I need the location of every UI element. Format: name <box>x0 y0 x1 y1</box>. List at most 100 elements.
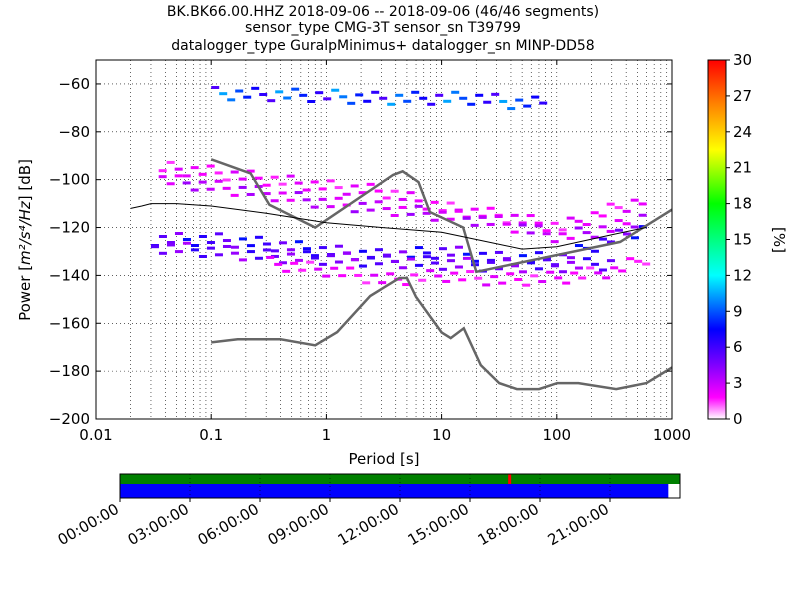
psd-bin <box>558 232 567 236</box>
psd-bin <box>398 250 407 254</box>
psd-bin <box>382 207 391 211</box>
psd-bin <box>398 205 407 209</box>
noise-model-line <box>211 276 672 391</box>
psd-bin <box>558 270 567 274</box>
psd-bin <box>246 169 255 173</box>
psd-bin <box>582 223 591 227</box>
psd-cluster <box>211 86 548 111</box>
psd-bin <box>538 280 547 284</box>
psd-bin <box>326 205 335 209</box>
psd-bin <box>330 266 339 270</box>
chart-title-line-1: BK.BK66.00.HHZ 2018-09-06 -- 2018-09-06 … <box>167 4 599 20</box>
psd-bin <box>638 202 647 206</box>
psd-bin <box>190 166 199 170</box>
psd-bin <box>254 176 263 180</box>
psd-bin <box>430 200 439 204</box>
psd-bin <box>366 182 375 186</box>
psd-bin <box>566 216 575 220</box>
psd-bin <box>182 241 191 245</box>
y-tick-label: −100 <box>49 171 90 189</box>
y-axis-label: Power [m²/s⁴/Hz] [dB] <box>16 159 34 321</box>
psd-bin <box>491 92 500 96</box>
x-tick-label: 1000 <box>653 426 691 444</box>
psd-bin <box>451 90 460 94</box>
psd-bin <box>475 93 484 97</box>
psd-bin <box>446 201 455 205</box>
psd-bin <box>358 264 367 268</box>
psd-bin <box>467 102 476 106</box>
psd-bin <box>294 181 303 185</box>
psd-bin <box>299 93 308 97</box>
psd-bin <box>402 283 411 287</box>
psd-bin <box>526 261 535 265</box>
psd-bin <box>398 197 407 201</box>
psd-bin <box>406 255 415 259</box>
psd-bin <box>358 191 367 195</box>
psd-bin <box>446 253 455 257</box>
psd-bin <box>286 198 295 202</box>
psd-bin <box>494 250 503 254</box>
psd-bin <box>403 99 412 103</box>
timeline-tick-label: 09:00:00 <box>265 500 332 549</box>
psd-bin <box>374 200 383 204</box>
psd-bin <box>211 86 220 90</box>
psd-bin <box>590 249 599 253</box>
psd-bin <box>414 204 423 208</box>
psd-bin <box>246 244 255 248</box>
colorbar-gradient <box>707 59 727 420</box>
psd-bin <box>406 257 415 261</box>
psd-bin <box>518 254 527 258</box>
psd-bin <box>454 209 463 213</box>
psd-bin <box>230 245 239 249</box>
x-axis-label: Period [s] <box>348 450 419 468</box>
psd-bin <box>494 215 503 219</box>
psd-bin <box>422 251 431 255</box>
psd-bin <box>318 246 327 250</box>
psd-bin <box>598 268 607 272</box>
psd-bin <box>634 259 643 263</box>
timeline-axis: 00:00:00 03:00:00 06:00:00 09:00:00 12:00:00… <box>55 498 612 549</box>
psd-bin <box>550 264 559 268</box>
psd-bin <box>275 90 284 94</box>
psd-bin <box>358 249 367 253</box>
psd-bin <box>482 283 491 287</box>
psd-bin <box>214 232 223 236</box>
colorbar-tick-label: 12 <box>733 266 752 284</box>
psd-bin <box>262 248 271 252</box>
psd-bin <box>291 87 300 91</box>
psd-bin <box>470 223 479 227</box>
psd-bin <box>434 274 443 278</box>
psd-bin <box>166 182 175 186</box>
psd-bin <box>246 192 255 196</box>
psd-bin <box>542 229 551 233</box>
colorbar-ticks: 0 3 6 9 12 15 18 21 24 27 30 <box>726 51 752 428</box>
psd-bin <box>350 184 359 188</box>
psd-bin <box>499 99 508 103</box>
psd-bin <box>278 182 287 186</box>
colorbar-tick-label: 27 <box>733 87 752 105</box>
psd-bin <box>230 170 239 174</box>
psd-bin <box>362 281 371 285</box>
psd-bin <box>462 256 471 260</box>
psd-bin <box>438 210 447 214</box>
psd-bin <box>310 180 319 184</box>
psd-bin <box>366 208 375 212</box>
y-tick-label: −120 <box>49 219 90 237</box>
x-axis: 0.01 0.1 1 10 100 1000 <box>79 60 691 444</box>
psd-bin <box>510 213 519 217</box>
psd-bin <box>270 175 279 179</box>
gap-marker <box>508 474 512 484</box>
psd-bin <box>254 235 263 239</box>
psd-bin <box>518 223 527 227</box>
y-tick-label: −140 <box>49 266 90 284</box>
psd-bin <box>274 262 283 266</box>
psd-bin <box>486 258 495 262</box>
psd-bin <box>426 269 435 273</box>
psd-bin <box>626 257 635 261</box>
psd-bin <box>198 235 207 238</box>
x-tick-label: 1 <box>322 426 332 444</box>
timeline-tick-label: 03:00:00 <box>125 500 192 549</box>
psd-bin <box>539 101 548 105</box>
psd-bin <box>254 256 263 260</box>
psd-bin <box>534 221 543 225</box>
